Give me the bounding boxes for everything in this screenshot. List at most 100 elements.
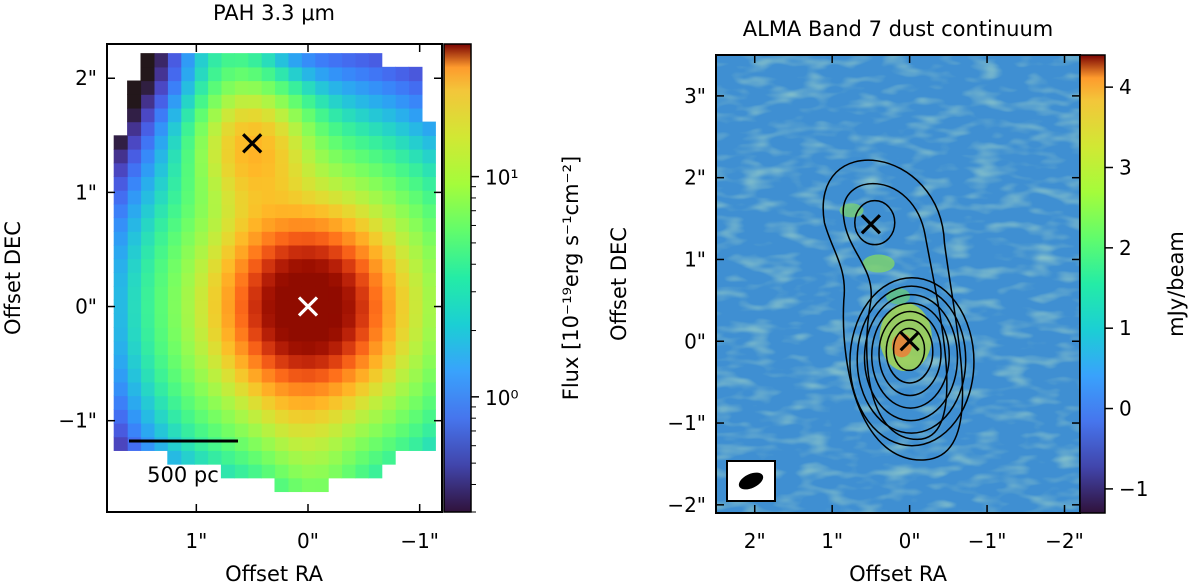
pah-map-pixel: [368, 149, 383, 164]
pah-x-tick-label: 1": [185, 529, 207, 553]
pah-map-pixel: [207, 107, 222, 123]
pah-map-pixel: [287, 66, 302, 82]
pah-map-pixel: [261, 450, 276, 465]
pah-map-pixel: [421, 162, 436, 178]
pah-x-ticks: 1" 0" −1": [185, 44, 439, 553]
pah-map-pixel: [368, 231, 383, 246]
pah-map-pixel: [220, 176, 235, 191]
pah-map-pixel: [395, 395, 410, 410]
pah-map-pixel: [207, 53, 222, 68]
pah-map-pixel: [194, 299, 209, 314]
pah-map-pixel: [261, 285, 276, 301]
pah-map-pixel: [368, 272, 383, 287]
pah-map-pixel: [328, 203, 343, 219]
pah-map-pixel: [140, 244, 155, 260]
pah-map-pixel: [314, 422, 329, 438]
pah-map-pixel: [287, 53, 302, 68]
pah-map-pixel: [314, 244, 329, 260]
pah-map-pixel: [328, 436, 343, 451]
pah-map-pixel: [368, 53, 383, 68]
pah-map-pixel: [140, 135, 155, 150]
pah-map-pixel: [261, 53, 276, 68]
pah-map-pixel: [247, 395, 262, 410]
pah-map-pixel: [153, 66, 168, 82]
pah-map-pixel: [395, 409, 410, 424]
alma-clump-emission: [862, 254, 895, 273]
pah-map-pixel: [153, 149, 168, 164]
pah-map-pixel: [234, 217, 249, 232]
pah-map-pixel: [261, 340, 276, 356]
pah-map-pixel: [381, 436, 396, 451]
pah-map-pixel: [421, 231, 436, 246]
pah-map-pixel: [153, 395, 168, 410]
pah-map-pixel: [113, 340, 128, 356]
pah-map-pixel: [194, 217, 209, 232]
pah-map-pixel: [274, 299, 289, 314]
pah-map-pixel: [194, 121, 209, 136]
pah-map-pixel: [287, 231, 302, 246]
pah-map-pixel: [247, 409, 262, 424]
alma-contour-outer: [822, 159, 964, 461]
pah-map-pixel: [274, 368, 289, 383]
pah-map-pixel: [234, 313, 249, 328]
pah-map-pixel: [261, 381, 276, 397]
pah-map-pixel: [328, 354, 343, 369]
pah-map-pixel: [220, 327, 235, 342]
pah-map-pixel: [127, 299, 142, 314]
pah-map-pixel: [354, 299, 369, 314]
pah-map-pixel: [234, 135, 249, 150]
pah-map-pixel: [287, 121, 302, 136]
pah-map-pixel: [274, 285, 289, 301]
pah-map-pixel: [368, 340, 383, 356]
pah-map-pixel: [153, 53, 168, 68]
pah-map-pixel: [234, 190, 249, 205]
pah-map-pixel: [341, 231, 356, 246]
pah-map-pixel: [234, 354, 249, 369]
pah-map-pixel: [140, 299, 155, 314]
pah-map-pixel: [354, 190, 369, 205]
alma-colorbar-tick-label: 0: [1119, 397, 1132, 421]
pah-map-pixel: [314, 176, 329, 191]
pah-map-pixel: [421, 272, 436, 287]
pah-map-pixel: [314, 395, 329, 410]
pah-map-pixel: [368, 66, 383, 82]
pah-map-pixel: [234, 327, 249, 342]
pah-map-pixel: [381, 340, 396, 356]
pah-map-pixel: [194, 107, 209, 123]
pah-map-pixel: [328, 190, 343, 205]
pah-y-tick-label: 1": [75, 180, 97, 204]
pah-map-pixel: [167, 149, 182, 164]
pah-map-pixel: [247, 313, 262, 328]
pah-map-pixel: [314, 340, 329, 356]
pah-map-pixel: [368, 258, 383, 273]
pah-map-pixel: [395, 258, 410, 273]
pah-map-pixel: [328, 135, 343, 150]
pah-map-pixel: [180, 162, 195, 178]
pah-map-pixel: [220, 66, 235, 82]
pah-map-pixel: [207, 244, 222, 260]
pah-map-pixel: [408, 354, 423, 369]
pah-map-pixel: [368, 217, 383, 232]
pah-map-pixel: [153, 436, 168, 451]
pah-map-pixel: [274, 477, 289, 493]
pah-map-pixel: [220, 422, 235, 438]
pah-map-pixel: [381, 422, 396, 438]
pah-map-pixel: [354, 450, 369, 465]
pah-map-pixel: [180, 217, 195, 232]
pah-map-pixel: [234, 381, 249, 397]
pah-map-pixel: [261, 313, 276, 328]
pah-map-pixel: [274, 395, 289, 410]
pah-x-label: Offset RA: [225, 562, 324, 586]
pah-map-pixel: [301, 53, 316, 68]
pah-map-pixel: [314, 436, 329, 451]
pah-map-pixel: [113, 162, 128, 178]
pah-map-pixel: [167, 299, 182, 314]
pah-map-pixel: [140, 162, 155, 178]
pah-map-pixel: [180, 94, 195, 109]
pah-map-pixel: [381, 368, 396, 383]
pah-map-pixel: [328, 327, 343, 342]
pah-map-pixel: [113, 135, 128, 150]
pah-map-pixel: [395, 107, 410, 123]
pah-map-pixel: [207, 203, 222, 219]
pah-map-pixel: [314, 285, 329, 301]
